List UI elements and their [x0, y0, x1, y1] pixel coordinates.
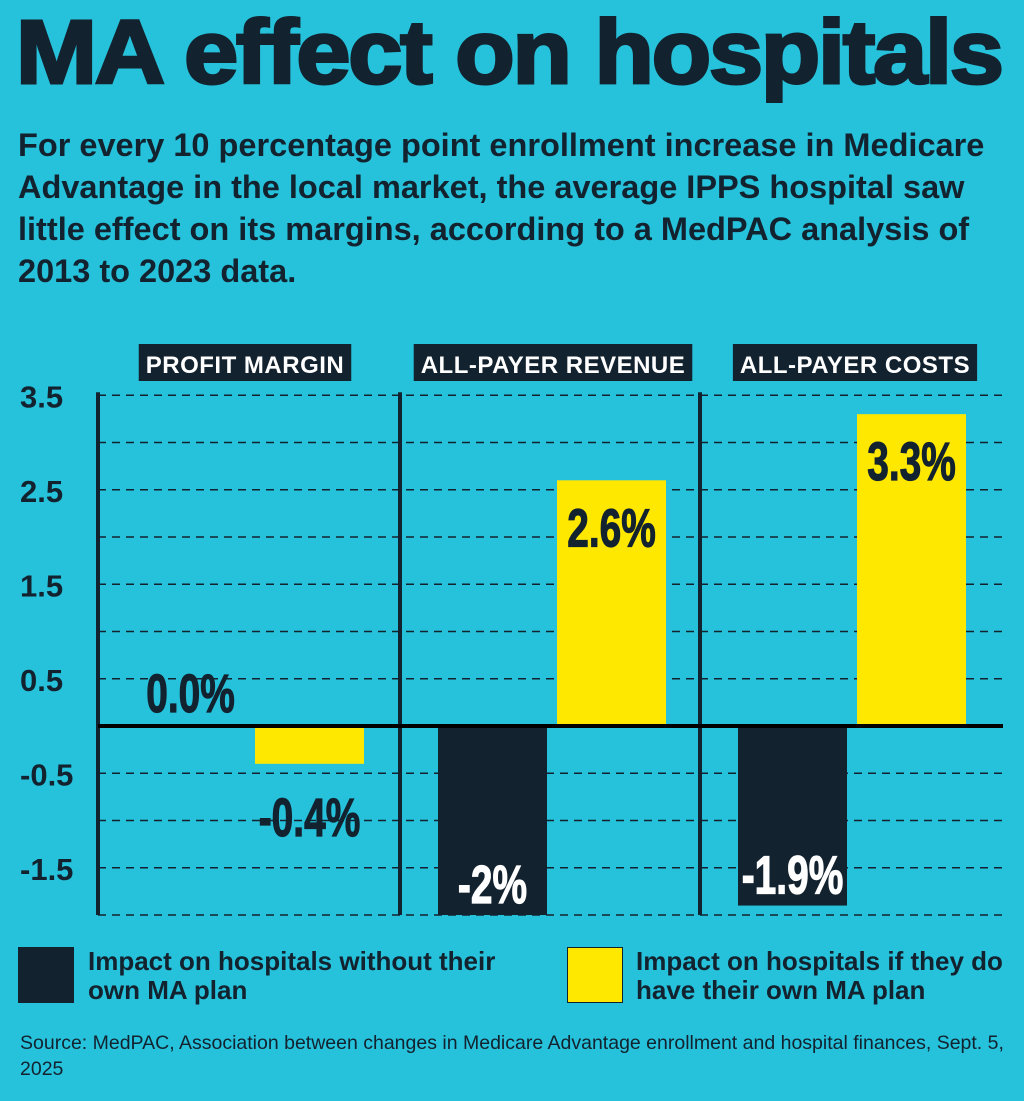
bar-with-ma-plan — [557, 480, 666, 726]
y-tick-label: 1.5 — [20, 568, 63, 603]
panel-header-bg — [413, 344, 693, 381]
bar-without-ma-plan — [738, 726, 847, 906]
data-label: -0.4% — [259, 786, 361, 847]
panel-header-bg — [732, 344, 978, 381]
y-tick-label: -1.5 — [20, 852, 73, 887]
data-label: -2% — [458, 854, 527, 915]
data-label: 0.0% — [146, 663, 235, 724]
source-note: Source: MedPAC, Association between chan… — [20, 1032, 1004, 1080]
bar-with-ma-plan — [255, 726, 364, 764]
y-tick-label: 3.5 — [20, 379, 63, 414]
panel-header-label: ALL-PAYER REVENUE — [421, 352, 686, 379]
data-label: -1.9% — [742, 844, 844, 905]
y-tick-label: 0.5 — [20, 663, 63, 698]
legend-swatch-yellow — [567, 947, 623, 1003]
panel-header-label: PROFIT MARGIN — [146, 352, 345, 379]
panel-header-label: ALL-PAYER COSTS — [740, 352, 970, 379]
data-label: 2.6% — [567, 497, 656, 558]
y-tick-label: -0.5 — [20, 757, 73, 792]
chart-subtitle: For every 10 percentage point enrollment… — [18, 127, 985, 289]
panel-header: ALL-PAYER REVENUE — [413, 344, 693, 381]
chart-title: MA effect on hospitals — [14, 2, 1005, 105]
panel-header: ALL-PAYER COSTS — [732, 344, 978, 381]
data-label: 3.3% — [867, 431, 956, 492]
bar-chart: 3.5 2.5 1.5 0.5 -0.5 -1.5 0.0% -2% -1.9% -0.4% 2.6… — [20, 344, 1003, 916]
bar-with-ma-plan — [857, 414, 966, 726]
legend-swatch-dark — [18, 947, 74, 1003]
bar-without-ma-plan — [438, 726, 547, 915]
legend-label-dark: Impact on hospitals without their own MA… — [88, 946, 496, 1005]
panel-header: PROFIT MARGIN — [138, 344, 352, 381]
panel-header-bg — [138, 344, 352, 381]
legend-label-yellow: Impact on hospitals if they do have thei… — [636, 946, 1003, 1005]
y-tick-label: 2.5 — [20, 474, 63, 509]
